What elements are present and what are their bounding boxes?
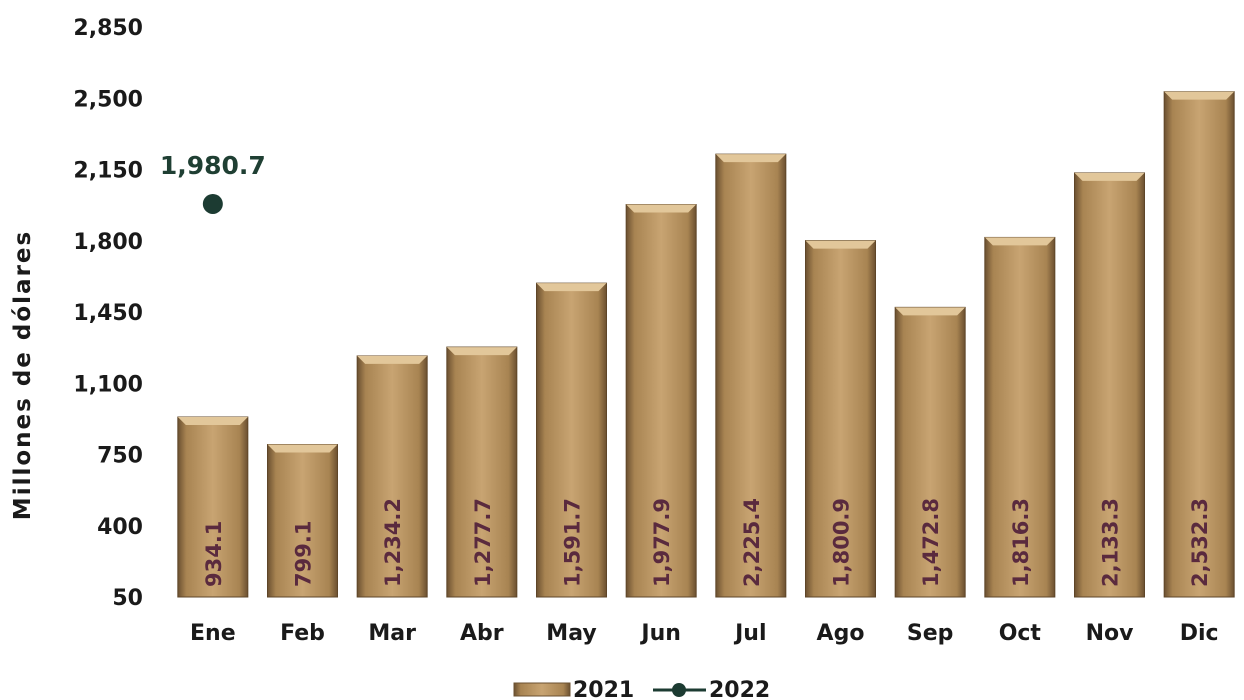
x-tick-label: May xyxy=(546,621,596,646)
bar-jun xyxy=(625,204,697,598)
bar-bevel xyxy=(267,444,338,453)
bar-ene xyxy=(177,416,249,598)
y-tick-label: 750 xyxy=(97,444,143,469)
y-tick-label: 1,800 xyxy=(73,230,143,255)
bar-feb xyxy=(267,444,338,598)
bar-bevel xyxy=(1074,172,1145,181)
bar-value-label: 1,977.9 xyxy=(650,498,674,587)
bar-bevel xyxy=(984,237,1055,246)
y-tick-label: 1,450 xyxy=(73,301,143,326)
x-tick-label: Jun xyxy=(639,621,681,646)
bar-bevel xyxy=(715,154,786,163)
y-axis-ticks: 50 400 750 1,100 1,450 1,800 2,150 2,500 2,850 xyxy=(73,16,143,611)
x-tick-label: Ago xyxy=(817,621,865,646)
x-tick-label: Dic xyxy=(1180,621,1219,646)
bar-value-label: 1,816.3 xyxy=(1009,498,1033,587)
bar-ago xyxy=(805,240,876,598)
x-tick-label: Abr xyxy=(460,621,504,646)
bar-oct xyxy=(984,236,1056,598)
bar-sep xyxy=(894,306,966,598)
bar-bevel xyxy=(177,417,248,426)
bar-bevel xyxy=(536,283,607,292)
y-tick-label: 50 xyxy=(112,586,143,611)
bar-value-label: 1,277.7 xyxy=(471,498,495,587)
bar-value-label: 2,133.3 xyxy=(1099,498,1123,587)
y-axis-label: Millones de dólares xyxy=(10,230,36,520)
bar-jul xyxy=(715,153,787,598)
y-tick-label: 400 xyxy=(97,515,143,540)
bar-value-label: 1,591.7 xyxy=(561,498,585,587)
bar-bevel xyxy=(895,307,966,316)
y-tick-label: 1,100 xyxy=(73,372,143,397)
bars-2021: 934.1 799.1 1,234.2 1,277.7 1,591.7 1,977.9 2,… xyxy=(177,91,1235,598)
bar-value-label: 1,800.9 xyxy=(830,498,854,587)
bar-value-label: 2,532.3 xyxy=(1188,498,1212,587)
x-tick-label: Feb xyxy=(280,621,325,646)
bar-abr xyxy=(446,346,518,598)
legend-label-2022: 2022 xyxy=(709,678,770,700)
x-tick-label: Oct xyxy=(999,621,1042,646)
bar-bevel xyxy=(357,355,428,364)
bar-bevel xyxy=(446,347,517,356)
bar-nov xyxy=(1074,172,1145,598)
bar-dic xyxy=(1163,91,1235,598)
bar-value-label: 1,234.2 xyxy=(381,498,405,587)
bar-value-label: 799.1 xyxy=(292,521,316,587)
bar-bevel xyxy=(805,240,876,249)
bar-bevel xyxy=(1164,91,1235,100)
legend-swatch-2021 xyxy=(513,682,571,697)
bar-value-label: 2,225.4 xyxy=(740,498,764,587)
bar-value-label: 934.1 xyxy=(202,521,226,587)
bar-may xyxy=(536,282,607,598)
x-tick-label: Mar xyxy=(368,621,416,646)
point-2022-ene xyxy=(202,193,223,214)
bar-bevel xyxy=(626,204,697,213)
legend-marker-2022 xyxy=(672,683,686,697)
y-tick-label: 2,850 xyxy=(73,16,143,41)
legend: 2021 2022 xyxy=(513,678,770,700)
legend-label-2021: 2021 xyxy=(573,678,634,700)
x-axis-ticks: Ene Feb Mar Abr May Jun Jul Ago Sep Oct Nov Dic xyxy=(190,621,1219,646)
x-tick-label: Sep xyxy=(907,621,954,646)
series-2022: 1,980.7 xyxy=(160,151,266,214)
x-tick-label: Ene xyxy=(190,621,236,646)
x-tick-label: Nov xyxy=(1086,621,1135,646)
y-tick-label: 2,500 xyxy=(73,87,143,112)
point-value-label: 1,980.7 xyxy=(160,151,266,180)
x-tick-label: Jul xyxy=(733,621,766,646)
bar-value-label: 1,472.8 xyxy=(919,498,943,587)
y-tick-label: 2,150 xyxy=(73,159,143,184)
